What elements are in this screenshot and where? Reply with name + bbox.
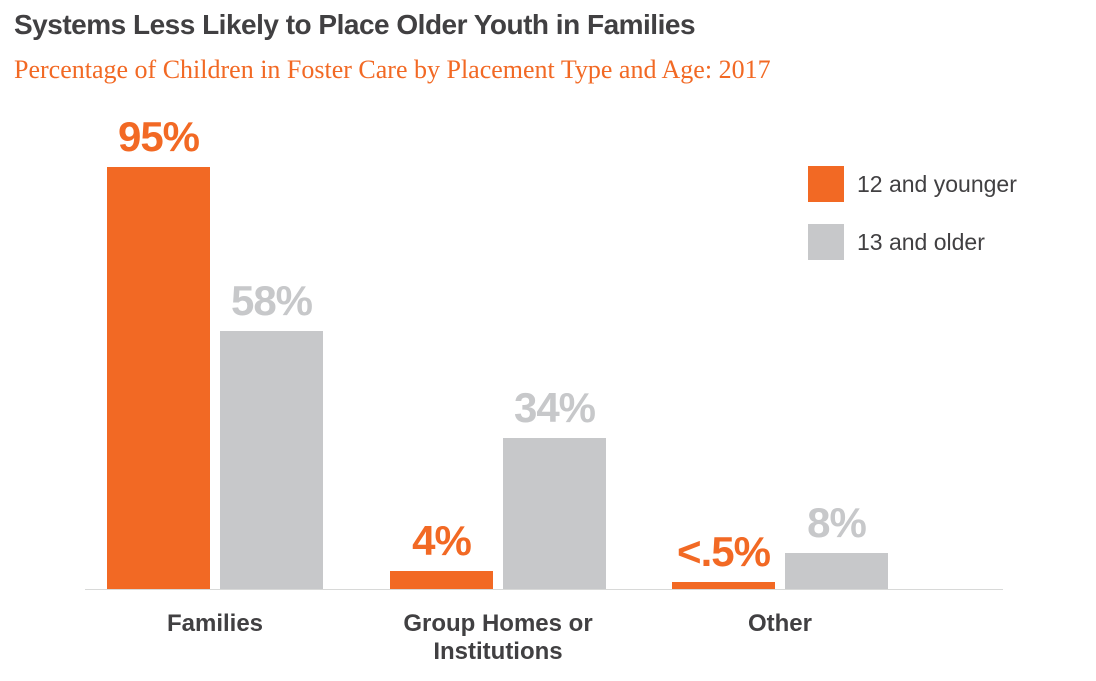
- plot-area: 95% 58% Families 4% 34% Group Homes or Instit…: [85, 116, 1003, 665]
- bar-group: 4% 34% Group Homes or Institutions: [390, 167, 606, 665]
- bar-value-label: 4%: [412, 517, 472, 564]
- legend-item-12-and-younger: 12 and younger: [808, 166, 1017, 202]
- chart-header: Systems Less Likely to Place Older Youth…: [14, 8, 1074, 85]
- bar-value-label: <.5%: [677, 528, 771, 575]
- chart-title: Systems Less Likely to Place Older Youth…: [14, 9, 696, 40]
- legend-item-13-and-older: 13 and older: [808, 224, 1017, 260]
- bar-value-label: 58%: [230, 277, 313, 324]
- bar-group: <.5% 8% Other: [672, 167, 888, 637]
- category-label: Other: [747, 610, 812, 637]
- bar: [672, 582, 775, 589]
- bar-column: 58%: [220, 280, 323, 589]
- category-label: Families: [166, 610, 264, 637]
- bar-value-label: 34%: [513, 384, 596, 431]
- bar: [220, 331, 323, 589]
- bar-value-label: 8%: [807, 499, 867, 546]
- bar-column: <.5%: [672, 531, 775, 589]
- legend-swatch-gray: [808, 224, 844, 260]
- bar: [390, 571, 493, 589]
- legend-label: 12 and younger: [857, 170, 1017, 197]
- bar-value-label: 95%: [117, 113, 200, 160]
- bar-column: 34%: [503, 387, 606, 589]
- bar-column: 95%: [107, 116, 210, 589]
- bar-column: 4%: [390, 520, 493, 589]
- bar-column: 8%: [785, 502, 888, 589]
- bar: [503, 438, 606, 589]
- chart-subtitle: Percentage of Children in Foster Care by…: [14, 54, 771, 84]
- legend-label: 13 and older: [857, 228, 985, 255]
- bar-group: 95% 58% Families: [107, 116, 323, 637]
- legend-swatch-orange: [808, 166, 844, 202]
- bar: [785, 553, 888, 589]
- bar: [107, 167, 210, 589]
- category-label: Group Homes or Institutions: [403, 610, 593, 665]
- chart-legend: 12 and younger 13 and older: [808, 166, 1017, 260]
